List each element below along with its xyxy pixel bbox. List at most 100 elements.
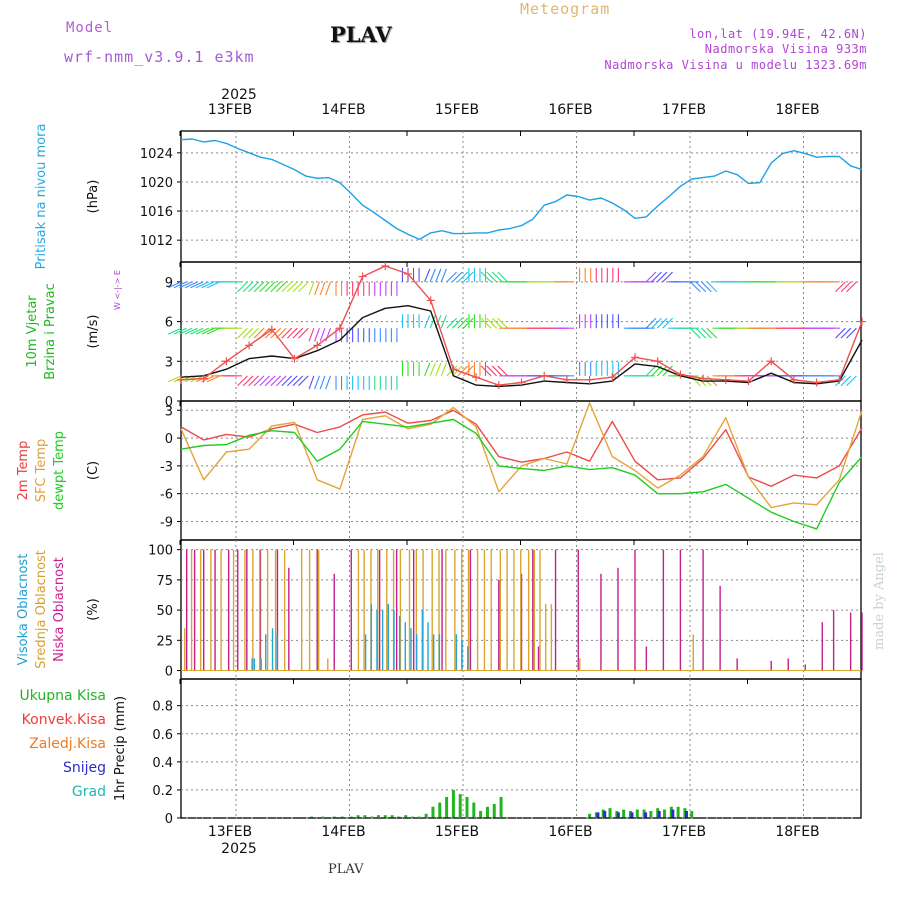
gust-marker (721, 375, 730, 384)
gust-marker (835, 375, 844, 384)
precip-bar-ukupnakisa (431, 806, 435, 818)
wind-barb (237, 281, 248, 293)
gust-marker (313, 341, 322, 350)
wind-barb (298, 327, 309, 339)
wind-barb (237, 327, 248, 339)
ytick-label-pressure: 1012 (140, 234, 173, 249)
wind-barb (491, 365, 503, 377)
elevation-label: Nadmorska Visina 933m (704, 42, 867, 56)
wind-barb (497, 365, 509, 377)
wind-barb (689, 327, 701, 339)
wind-barb (486, 365, 497, 377)
wind-barb (286, 327, 298, 339)
precip-bar-snijeg (684, 810, 688, 818)
gust-marker (858, 317, 866, 326)
wind-barb (689, 281, 701, 293)
gust-marker (335, 324, 344, 333)
ytick-label-temperature: -9 (160, 515, 173, 530)
wind-barb (308, 281, 315, 296)
wind-barb (645, 317, 657, 329)
date-label-bottom-16feb: 16FEB (548, 824, 592, 840)
wind-barb (451, 317, 463, 329)
wind-barb (446, 271, 458, 283)
wind-barb (281, 375, 293, 387)
wind-barb (651, 317, 662, 329)
ylabel-pressure-0: Pritisak na nivou mora (34, 124, 49, 270)
wind-barb (457, 365, 469, 377)
wind-barb (497, 317, 509, 329)
wind-barb (656, 317, 668, 329)
wind-barb (462, 365, 474, 377)
wind-barb (184, 281, 198, 289)
year-label-top: 2025 (221, 87, 257, 103)
model-elevation-label: Nadmorska Visina u modelu 1323.69m (604, 58, 867, 72)
wind-barb (275, 281, 287, 293)
wind-barb (308, 328, 315, 342)
wind-barb (325, 375, 332, 390)
gust-marker (290, 354, 299, 363)
wind-barb (259, 375, 270, 387)
panel-frame-precip (180, 678, 862, 819)
date-label-top-18feb: 18FEB (775, 102, 819, 118)
wind-barb (835, 281, 846, 293)
gust-marker (245, 341, 254, 350)
wind-barb (651, 271, 662, 283)
wind-barb (319, 281, 326, 296)
wind-barb (325, 281, 332, 296)
ylabel-temperature-1: SFC Temp (34, 439, 49, 503)
precip-bar-ukupnakisa (349, 816, 353, 818)
wind-barb (706, 327, 718, 339)
precip-bar-ukupnakisa (485, 806, 489, 818)
wind-barb (190, 327, 204, 335)
wind-barb (840, 375, 852, 387)
wind-barb (846, 327, 857, 339)
panel-frame-temperature (180, 400, 862, 541)
precip-bar-ukupnakisa (321, 816, 325, 818)
wind-barb (480, 317, 492, 329)
gust-marker (812, 378, 821, 387)
made-by-label: made by Angel (872, 552, 887, 650)
lonlat-label: lon,lat (19.94E, 42.6N) (689, 27, 867, 41)
wind-barb (195, 327, 209, 335)
precip-bar-ukupnakisa (479, 810, 483, 818)
precip-bar-ukupnakisa (411, 816, 415, 818)
date-label-bottom-14feb: 14FEB (321, 824, 365, 840)
ytick-label-pressure: 1016 (140, 205, 173, 220)
unit-label-clouds: (%) (86, 598, 101, 621)
ytick-label-precip: 0.4 (152, 756, 173, 771)
date-label-top-17feb: 17FEB (662, 102, 706, 118)
wind-barb (435, 362, 442, 377)
date-label-top-14feb: 14FEB (321, 102, 365, 118)
wind-barb (695, 281, 707, 293)
wind-barb (656, 365, 668, 377)
wind-barb (701, 327, 712, 339)
gust-marker (562, 375, 571, 384)
wind-barb (168, 375, 182, 383)
wind-barb (286, 281, 298, 293)
wind-barb (429, 362, 436, 377)
wind-compass-label: W <-|-> E (113, 270, 122, 310)
precip-bar-snijeg (644, 812, 648, 818)
precip-bar-snijeg (657, 810, 661, 818)
wind-barb (429, 268, 436, 283)
gust-marker (517, 378, 526, 387)
wind-barb (701, 281, 712, 293)
precip-bar-ukupnakisa (472, 802, 476, 818)
series-temperature-2m-temp (180, 409, 863, 487)
wind-barb (195, 281, 209, 289)
precip-bar-ukupnakisa (451, 789, 455, 818)
wind-barb (168, 327, 182, 335)
wind-barb (846, 375, 857, 387)
wind-barb (314, 328, 320, 342)
wind-barb (491, 317, 503, 329)
wind-barb (695, 327, 707, 339)
wind-barb (662, 271, 673, 283)
wind-barb (840, 281, 852, 293)
gust-marker (744, 377, 753, 386)
series-wind-wind-gust (180, 265, 863, 386)
series-temperature-sfc-temp (180, 402, 863, 509)
wind-barb (179, 327, 193, 335)
wind-barb (440, 268, 447, 283)
wind-barb (314, 375, 320, 390)
precip-bar-ukupnakisa (588, 813, 592, 818)
